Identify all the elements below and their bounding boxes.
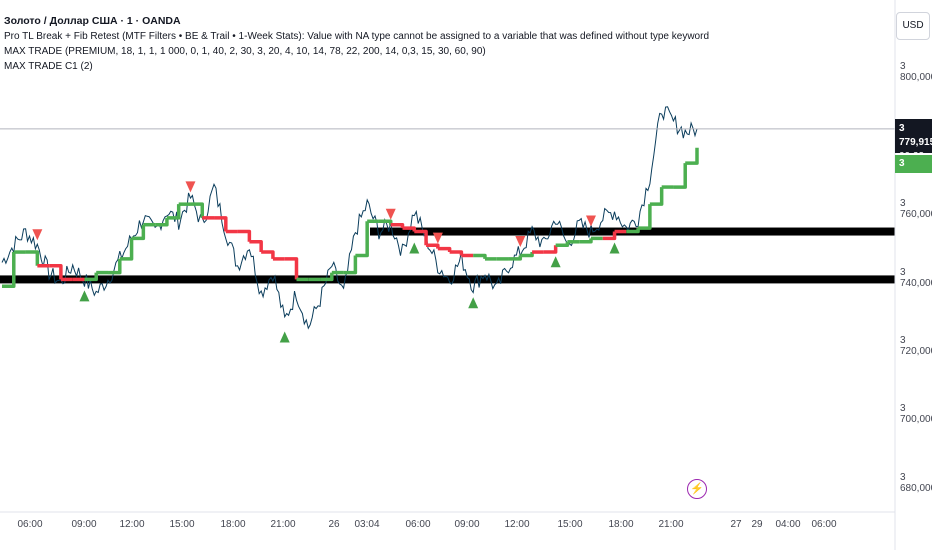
indicator-segment <box>2 252 16 289</box>
x-tick-label: 18:00 <box>608 519 634 530</box>
indicator-segment <box>390 222 405 229</box>
y-tick-label: 3 720,000 <box>900 334 932 357</box>
x-tick-label: 06:00 <box>811 519 837 530</box>
symbol-title[interactable]: Золото / Доллар США · 1 · OANDA <box>4 15 181 27</box>
indicator-segment <box>508 255 523 261</box>
indicator-segment <box>543 245 558 254</box>
indicator-segment <box>473 253 487 259</box>
x-tick-label: 15:00 <box>557 519 583 530</box>
indicator-segment <box>685 147 699 165</box>
buy-signal-marker <box>279 331 290 343</box>
sell-signal-marker <box>585 215 596 227</box>
buy-signal-marker <box>409 242 420 254</box>
lower-level-line <box>0 275 895 284</box>
x-tick-label: 29 <box>751 519 763 530</box>
x-tick-label: 27 <box>730 519 742 530</box>
x-tick-label: 09:00 <box>454 519 480 530</box>
indicator-legend-max-trade-c1[interactable]: MAX TRADE C1 (2) <box>4 61 93 72</box>
sell-signal-marker <box>432 232 443 244</box>
y-tick-label: 3 680,000 <box>900 471 932 494</box>
x-tick-label: 06:00 <box>17 519 43 530</box>
indicator-segment <box>84 272 98 282</box>
indicator-price-label: 3 776,515 <box>895 154 932 187</box>
indicator-segment <box>284 257 299 280</box>
indicator-segment <box>426 243 440 249</box>
y-tick-label: 3 700,000 <box>900 403 932 426</box>
x-tick-label: 03:04 <box>354 519 380 530</box>
indicator-segment <box>449 250 464 256</box>
x-tick-label: 15:00 <box>169 519 195 530</box>
x-tick-label: 21:00 <box>270 519 296 530</box>
indicator-segment <box>414 229 428 246</box>
indicator-segment <box>155 217 169 227</box>
indicator-segment <box>649 187 664 206</box>
indicator-segment <box>25 250 40 266</box>
chart-legend: Золото / Доллар США · 1 · OANDA Pro TL B… <box>4 14 709 74</box>
last-price-value: 3 779,915 <box>899 122 932 148</box>
price-line-path <box>1 106 698 330</box>
x-tick-label: 04:00 <box>775 519 801 530</box>
indicator-legend-error[interactable]: Pro TL Break + Fib Retest (MTF Filters •… <box>4 31 710 42</box>
indicator-segment <box>166 204 181 220</box>
indicator-segment <box>437 246 452 253</box>
indicator-segment <box>402 226 417 232</box>
sell-signal-marker <box>385 208 396 220</box>
indicator-segment <box>214 216 228 232</box>
y-tick-label: 3 740,000 <box>900 266 932 289</box>
x-tick-label: 21:00 <box>658 519 684 530</box>
indicator-segment <box>378 219 393 225</box>
buy-signal-marker <box>550 256 561 268</box>
indicator-segment <box>320 272 334 282</box>
sell-signal-marker <box>185 181 196 193</box>
indicator-segment <box>190 202 205 218</box>
buy-signal-marker <box>468 297 479 309</box>
price-series <box>1 106 698 330</box>
indicator-segment <box>343 255 358 275</box>
x-tick-label: 18:00 <box>220 519 246 530</box>
last-price-label: 3 779,915 00:23 <box>895 118 932 162</box>
indicator-segment <box>579 238 593 244</box>
signal-markers <box>32 181 620 343</box>
x-tick-label: 12:00 <box>119 519 145 530</box>
y-tick-label: 3 760,000 <box>900 198 932 221</box>
y-tick-label: 3 800,000 <box>900 61 932 84</box>
indicator-segment <box>602 231 617 241</box>
indicator-legend-max-trade[interactable]: MAX TRADE (PREMIUM, 18, 1, 1, 1 000, 0, … <box>4 46 486 57</box>
x-tick-label: 06:00 <box>405 519 431 530</box>
indicator-segment <box>237 229 252 242</box>
currency-button[interactable]: USD <box>896 12 930 40</box>
indicator-segment <box>673 163 687 189</box>
x-tick-label: 09:00 <box>71 519 97 530</box>
indicator-segment <box>131 224 146 241</box>
indicator-segment <box>119 238 134 261</box>
indicator-segment <box>261 250 275 259</box>
indicator-segment <box>555 241 570 247</box>
x-tick-label: 26 <box>328 519 340 530</box>
buy-signal-marker <box>79 290 90 302</box>
sell-signal-marker <box>32 229 43 241</box>
lightning-icon[interactable]: ⚡ <box>687 479 707 499</box>
indicator-segment <box>249 240 263 253</box>
x-tick-label: 12:00 <box>504 519 530 530</box>
indicator-segment <box>49 263 63 280</box>
indicator-series <box>2 147 699 289</box>
indicator-segment <box>638 204 652 230</box>
sell-signal-marker <box>515 236 526 248</box>
indicator-segment <box>108 258 122 275</box>
buy-signal-marker <box>609 242 620 254</box>
indicator-segment <box>355 221 369 258</box>
